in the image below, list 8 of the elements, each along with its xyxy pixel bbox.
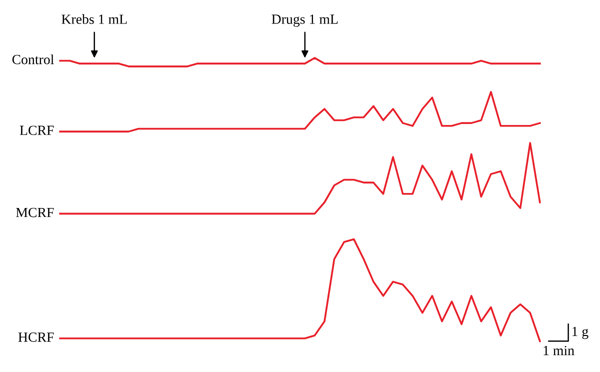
text: 1 g xyxy=(572,326,588,339)
series-label: MCRF xyxy=(16,208,54,218)
text: Krebs 1 mL xyxy=(62,14,127,24)
text: 1 min xyxy=(544,346,574,356)
series-label: Control xyxy=(12,54,54,64)
text: Drugs 1 mL xyxy=(272,14,338,27)
series-label: HCRF xyxy=(18,332,54,342)
series-label: LCRF xyxy=(20,126,54,136)
